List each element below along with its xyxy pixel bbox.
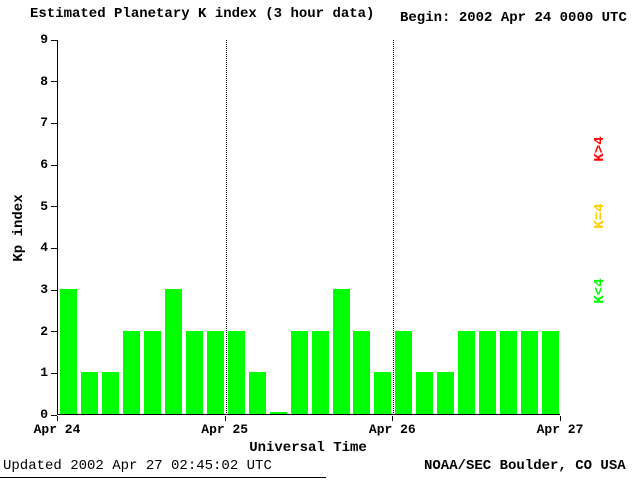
begin-timestamp: Begin: 2002 Apr 24 0000 UTC bbox=[400, 10, 627, 26]
x-axis-tick bbox=[224, 416, 226, 421]
kp-bar bbox=[81, 372, 98, 414]
y-tick-label: 2 bbox=[40, 323, 48, 339]
y-tick-label: 4 bbox=[40, 240, 48, 256]
y-axis-tick bbox=[51, 289, 57, 291]
y-axis-tick bbox=[51, 81, 57, 83]
y-axis-tick bbox=[51, 247, 57, 249]
kp-bar bbox=[206, 330, 224, 414]
y-axis-tick bbox=[51, 39, 57, 41]
y-axis-tick bbox=[51, 414, 57, 416]
y-axis-label: Kp index bbox=[11, 194, 27, 262]
day-gridline bbox=[393, 40, 395, 415]
x-tick-label: Apr 24 bbox=[33, 422, 81, 437]
y-axis-tick bbox=[51, 331, 57, 333]
kp-bar bbox=[311, 330, 329, 414]
kp-bar bbox=[290, 330, 308, 414]
y-tick-label: 9 bbox=[40, 32, 48, 47]
x-axis-tick bbox=[57, 416, 58, 421]
kp-bar bbox=[101, 372, 119, 414]
kp-bar bbox=[164, 289, 182, 414]
y-axis-tick bbox=[51, 206, 57, 208]
x-tick-label: Apr 25 bbox=[201, 422, 249, 437]
kp-bar bbox=[416, 372, 434, 414]
kp-bar bbox=[395, 330, 413, 414]
x-tick-label: Apr 26 bbox=[368, 422, 416, 437]
x-axis-tick bbox=[392, 416, 394, 421]
y-tick-label: 7 bbox=[40, 115, 48, 131]
legend-k-lt-4: K<4 bbox=[592, 278, 608, 304]
legend-k-gt-4: K>4 bbox=[592, 136, 608, 162]
y-tick-label: 0 bbox=[40, 407, 48, 422]
y-axis-tick bbox=[51, 164, 57, 166]
kp-bar bbox=[60, 289, 77, 414]
kp-bar bbox=[458, 330, 476, 414]
kp-bar bbox=[479, 330, 497, 414]
kp-bar bbox=[437, 372, 455, 414]
kp-bar bbox=[353, 330, 371, 414]
bottom-divider bbox=[0, 477, 326, 478]
y-tick-label: 8 bbox=[40, 73, 48, 89]
kp-bar bbox=[185, 330, 203, 414]
x-axis-tick bbox=[560, 416, 561, 421]
begin-label: Begin: bbox=[400, 10, 451, 26]
updated-timestamp: Updated 2002 Apr 27 02:45:02 UTC bbox=[3, 458, 272, 474]
y-tick-label: 6 bbox=[40, 157, 48, 172]
kp-bar bbox=[269, 412, 287, 414]
kp-bar bbox=[374, 372, 392, 414]
x-axis-label: Universal Time bbox=[249, 440, 367, 456]
begin-value: 2002 Apr 24 0000 UTC bbox=[458, 10, 627, 26]
kp-bar bbox=[542, 330, 559, 414]
source-credit: NOAA/SEC Boulder, CO USA bbox=[424, 458, 626, 474]
y-tick-label: 5 bbox=[40, 198, 48, 214]
kp-bar bbox=[143, 330, 161, 414]
kp-bar bbox=[227, 330, 245, 414]
plot-area bbox=[57, 40, 560, 415]
y-axis-tick bbox=[51, 372, 57, 374]
y-tick-label: 3 bbox=[40, 282, 48, 297]
kp-bar bbox=[122, 330, 140, 414]
kp-bar bbox=[248, 372, 266, 414]
kp-bar bbox=[332, 289, 350, 414]
y-axis-tick bbox=[51, 122, 57, 124]
legend-k-eq-4: K=4 bbox=[592, 203, 608, 229]
x-tick-label: Apr 27 bbox=[536, 422, 584, 437]
day-gridline bbox=[225, 40, 227, 415]
chart-title: Estimated Planetary K index (3 hour data… bbox=[30, 6, 375, 22]
kp-bar bbox=[500, 330, 518, 414]
y-tick-label: 1 bbox=[40, 365, 48, 381]
kp-bar bbox=[521, 330, 539, 414]
